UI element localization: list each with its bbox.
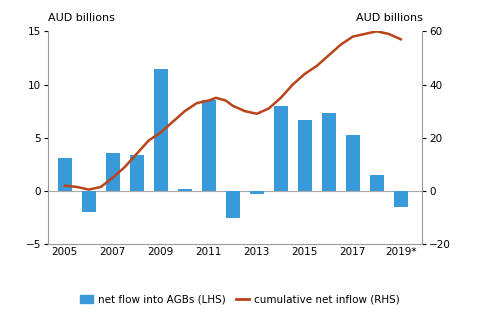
Bar	[58, 158, 72, 191]
Bar	[106, 153, 120, 191]
Bar	[226, 191, 240, 218]
Legend: net flow into AGBs (LHS), cumulative net inflow (RHS): net flow into AGBs (LHS), cumulative net…	[80, 295, 400, 305]
Bar	[130, 155, 144, 191]
Bar	[298, 120, 312, 191]
Bar	[154, 69, 168, 191]
Bar	[346, 135, 360, 191]
Bar	[322, 113, 336, 191]
Text: AUD billions: AUD billions	[356, 13, 422, 23]
Bar	[202, 100, 216, 191]
Bar	[178, 189, 192, 191]
Bar	[394, 191, 408, 207]
Bar	[250, 191, 264, 194]
Bar	[82, 191, 96, 212]
Text: AUD billions: AUD billions	[48, 13, 115, 23]
Bar	[274, 106, 288, 191]
Bar	[370, 175, 384, 191]
